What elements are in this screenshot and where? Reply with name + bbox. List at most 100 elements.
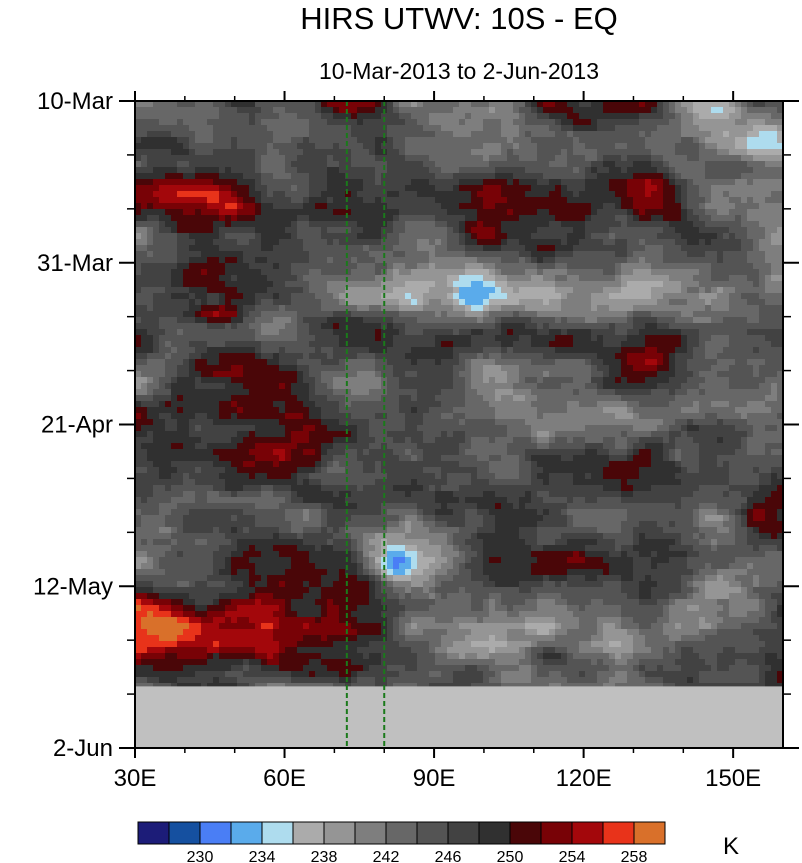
contour-cell	[273, 269, 280, 276]
contour-cell	[465, 167, 472, 174]
contour-cell	[657, 137, 664, 144]
contour-cell	[537, 245, 544, 252]
contour-cell	[249, 281, 256, 288]
contour-cell	[741, 185, 748, 192]
contour-cell	[333, 179, 340, 186]
contour-cell	[441, 245, 448, 252]
contour-cell	[267, 371, 274, 378]
contour-cell	[753, 263, 760, 270]
contour-cell	[213, 215, 220, 222]
contour-cell	[345, 317, 352, 324]
contour-cell	[633, 197, 640, 204]
contour-cell	[309, 125, 316, 132]
contour-cell	[453, 167, 460, 174]
contour-cell	[489, 221, 496, 228]
contour-cell	[597, 365, 604, 372]
contour-cell	[141, 353, 148, 360]
contour-cell	[747, 221, 754, 228]
contour-cell	[429, 245, 436, 252]
contour-cell	[693, 371, 700, 378]
contour-cell	[453, 317, 460, 324]
contour-cell	[225, 131, 232, 138]
contour-cell	[273, 125, 280, 132]
contour-cell	[201, 305, 208, 312]
contour-cell	[669, 107, 676, 114]
contour-cell	[579, 287, 586, 294]
contour-cell	[285, 179, 292, 186]
contour-cell	[321, 293, 328, 300]
contour-cell	[231, 377, 238, 384]
contour-cell	[177, 323, 184, 330]
contour-cell	[309, 197, 316, 204]
contour-cell	[375, 101, 382, 108]
contour-cell	[645, 215, 652, 222]
contour-cell	[513, 251, 520, 258]
contour-cell	[537, 179, 544, 186]
contour-cell	[477, 119, 484, 126]
contour-cell	[165, 197, 172, 204]
contour-cell	[633, 149, 640, 156]
contour-cell	[261, 203, 268, 210]
contour-cell	[687, 227, 694, 234]
contour-cell	[711, 215, 718, 222]
contour-cell	[747, 185, 754, 192]
contour-cell	[423, 155, 430, 162]
contour-cell	[657, 203, 664, 210]
contour-cell	[669, 101, 676, 108]
contour-cell	[207, 125, 214, 132]
contour-cell	[297, 149, 304, 156]
contour-cell	[399, 185, 406, 192]
contour-cell	[543, 179, 550, 186]
contour-cell	[717, 329, 724, 336]
contour-cell	[135, 299, 142, 306]
contour-cell	[369, 269, 376, 276]
contour-cell	[711, 275, 718, 282]
contour-cell	[357, 275, 364, 282]
contour-cell	[231, 299, 238, 306]
contour-cell	[285, 167, 292, 174]
contour-cell	[549, 299, 556, 306]
contour-cell	[615, 173, 622, 180]
contour-cell	[195, 191, 202, 198]
contour-cell	[261, 275, 268, 282]
contour-cell	[255, 125, 262, 132]
contour-cell	[141, 311, 148, 318]
contour-cell	[765, 233, 772, 240]
contour-cell	[189, 119, 196, 126]
contour-cell	[603, 251, 610, 258]
contour-cell	[453, 155, 460, 162]
contour-cell	[345, 305, 352, 312]
contour-cell	[477, 251, 484, 258]
contour-cell	[411, 101, 418, 108]
contour-cell	[189, 197, 196, 204]
contour-cell	[453, 287, 460, 294]
contour-cell	[315, 335, 322, 342]
contour-cell	[627, 293, 634, 300]
contour-cell	[225, 281, 232, 288]
contour-cell	[489, 125, 496, 132]
contour-cell	[183, 149, 190, 156]
contour-cell	[639, 143, 646, 150]
contour-cell	[291, 377, 298, 384]
contour-cell	[579, 323, 586, 330]
contour-cell	[693, 251, 700, 258]
contour-cell	[165, 329, 172, 336]
contour-cell	[267, 257, 274, 264]
contour-cell	[543, 317, 550, 324]
contour-cell	[165, 209, 172, 216]
contour-cell	[159, 191, 166, 198]
contour-cell	[573, 353, 580, 360]
contour-cell	[657, 365, 664, 372]
contour-cell	[411, 245, 418, 252]
contour-cell	[585, 107, 592, 114]
contour-cell	[435, 353, 442, 360]
contour-cell	[375, 293, 382, 300]
contour-cell	[645, 101, 652, 108]
contour-cell	[195, 185, 202, 192]
contour-cell	[189, 347, 196, 354]
contour-cell	[393, 209, 400, 216]
contour-cell	[267, 323, 274, 330]
contour-cell	[201, 143, 208, 150]
contour-cell	[285, 263, 292, 270]
contour-cell	[585, 263, 592, 270]
